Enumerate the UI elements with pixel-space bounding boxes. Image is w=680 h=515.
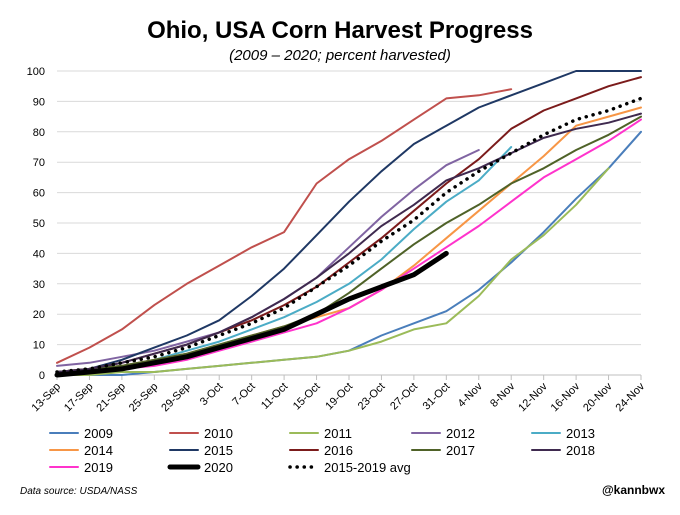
legend-label: 2019 xyxy=(84,460,113,475)
x-tick-label: 7-Oct xyxy=(230,381,258,409)
legend-label: 2018 xyxy=(566,443,595,458)
x-tick-label: 8-Nov xyxy=(488,380,518,410)
series-line xyxy=(56,70,642,373)
y-tick-label: 10 xyxy=(33,340,45,352)
legend-label: 2015-2019 avg xyxy=(324,460,411,475)
series-line xyxy=(56,88,513,364)
legend-label: 2010 xyxy=(204,426,233,441)
legend-label: 2015 xyxy=(204,443,233,458)
series-line xyxy=(54,250,449,378)
y-tick-label: 80 xyxy=(33,127,45,139)
legend-label: 2011 xyxy=(324,426,352,441)
x-tick-label: 4-Nov xyxy=(456,380,486,410)
x-tick-label: 13-Sep xyxy=(30,381,64,415)
legend-label: 2016 xyxy=(324,443,353,458)
x-tick-label: 16-Nov xyxy=(549,380,583,414)
series-line xyxy=(56,112,642,373)
x-tick-label: 12-Nov xyxy=(516,380,550,414)
series-line xyxy=(56,115,642,373)
x-tick-label: 11-Oct xyxy=(259,381,290,412)
x-tick-label: 21-Sep xyxy=(94,381,128,415)
x-tick-label: 29-Sep xyxy=(159,381,193,415)
source-note: Data source: USDA/NASS xyxy=(20,486,138,497)
credit: @kannbwx xyxy=(602,483,665,497)
y-tick-label: 30 xyxy=(33,279,45,291)
y-tick-label: 60 xyxy=(33,188,45,200)
series-line xyxy=(55,96,643,374)
series-line xyxy=(56,118,642,376)
x-tick-label: 20-Nov xyxy=(581,380,615,414)
series-line xyxy=(56,146,513,373)
y-tick-label: 100 xyxy=(27,66,45,78)
chart-subtitle: (2009 – 2020; percent harvested) xyxy=(229,47,451,64)
x-tick-label: 31-Oct xyxy=(421,381,453,413)
x-tick-label: 17-Sep xyxy=(62,381,96,415)
x-tick-label: 25-Sep xyxy=(127,381,161,415)
legend-label: 2009 xyxy=(84,426,113,441)
y-tick-label: 40 xyxy=(33,248,45,260)
x-tick-label: 23-Oct xyxy=(356,381,388,413)
series-line xyxy=(56,76,642,373)
x-tick-label: 19-Oct xyxy=(323,381,355,413)
x-tick-label: 3-Oct xyxy=(198,381,226,409)
y-tick-label: 50 xyxy=(33,218,45,230)
legend-label: 2014 xyxy=(84,443,113,458)
series-line xyxy=(56,167,610,376)
legend-label: 2017 xyxy=(446,443,475,458)
chart-title: Ohio, USA Corn Harvest Progress xyxy=(147,17,533,44)
legend-label: 2020 xyxy=(204,460,233,475)
x-tick-label: 24-Nov xyxy=(614,380,648,414)
y-tick-label: 0 xyxy=(39,370,45,382)
series-line xyxy=(56,106,642,373)
legend-label: 2012 xyxy=(446,426,475,441)
x-tick-label: 27-Oct xyxy=(388,381,420,413)
legend-label: 2013 xyxy=(566,426,595,441)
y-tick-label: 90 xyxy=(33,96,45,108)
y-tick-label: 70 xyxy=(33,157,45,169)
y-tick-label: 20 xyxy=(33,309,45,321)
x-tick-label: 15-Oct xyxy=(291,381,323,413)
